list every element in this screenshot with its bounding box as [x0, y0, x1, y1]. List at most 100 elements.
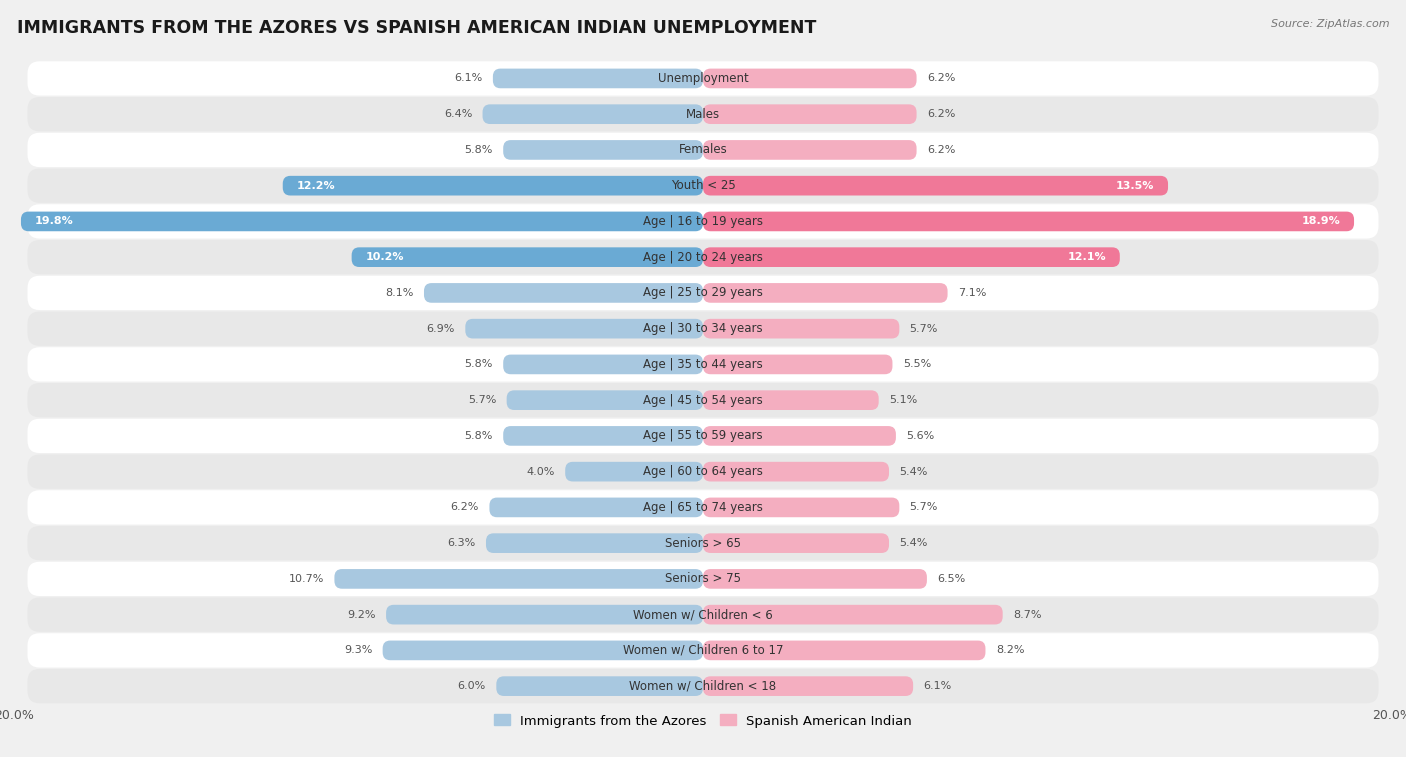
FancyBboxPatch shape	[28, 61, 1378, 95]
Text: Males: Males	[686, 107, 720, 120]
Text: Age | 55 to 59 years: Age | 55 to 59 years	[643, 429, 763, 442]
Legend: Immigrants from the Azores, Spanish American Indian: Immigrants from the Azores, Spanish Amer…	[489, 709, 917, 733]
Text: 9.2%: 9.2%	[347, 609, 375, 620]
FancyBboxPatch shape	[703, 283, 948, 303]
Text: 6.2%: 6.2%	[927, 73, 955, 83]
Text: IMMIGRANTS FROM THE AZORES VS SPANISH AMERICAN INDIAN UNEMPLOYMENT: IMMIGRANTS FROM THE AZORES VS SPANISH AM…	[17, 19, 817, 37]
Text: 5.8%: 5.8%	[464, 431, 494, 441]
Text: Women w/ Children < 18: Women w/ Children < 18	[630, 680, 776, 693]
FancyBboxPatch shape	[703, 640, 986, 660]
FancyBboxPatch shape	[28, 562, 1378, 596]
FancyBboxPatch shape	[28, 169, 1378, 203]
FancyBboxPatch shape	[28, 383, 1378, 417]
Text: 5.4%: 5.4%	[900, 538, 928, 548]
FancyBboxPatch shape	[703, 69, 917, 89]
Text: Source: ZipAtlas.com: Source: ZipAtlas.com	[1271, 19, 1389, 29]
Text: 5.1%: 5.1%	[889, 395, 917, 405]
FancyBboxPatch shape	[494, 69, 703, 89]
FancyBboxPatch shape	[703, 140, 917, 160]
FancyBboxPatch shape	[28, 491, 1378, 525]
FancyBboxPatch shape	[503, 354, 703, 374]
FancyBboxPatch shape	[703, 497, 900, 517]
FancyBboxPatch shape	[482, 104, 703, 124]
Text: 5.8%: 5.8%	[464, 360, 494, 369]
Text: Age | 45 to 54 years: Age | 45 to 54 years	[643, 394, 763, 407]
Text: 12.2%: 12.2%	[297, 181, 335, 191]
Text: Age | 25 to 29 years: Age | 25 to 29 years	[643, 286, 763, 300]
FancyBboxPatch shape	[703, 391, 879, 410]
FancyBboxPatch shape	[703, 569, 927, 589]
FancyBboxPatch shape	[489, 497, 703, 517]
FancyBboxPatch shape	[703, 605, 1002, 625]
Text: 18.9%: 18.9%	[1302, 217, 1340, 226]
Text: Age | 16 to 19 years: Age | 16 to 19 years	[643, 215, 763, 228]
Text: Age | 65 to 74 years: Age | 65 to 74 years	[643, 501, 763, 514]
Text: Age | 35 to 44 years: Age | 35 to 44 years	[643, 358, 763, 371]
Text: Age | 20 to 24 years: Age | 20 to 24 years	[643, 251, 763, 263]
FancyBboxPatch shape	[28, 454, 1378, 489]
Text: 6.2%: 6.2%	[451, 503, 479, 512]
Text: 6.5%: 6.5%	[938, 574, 966, 584]
FancyBboxPatch shape	[703, 212, 1354, 231]
Text: 5.7%: 5.7%	[910, 503, 938, 512]
FancyBboxPatch shape	[703, 426, 896, 446]
Text: 5.7%: 5.7%	[910, 324, 938, 334]
Text: 8.2%: 8.2%	[995, 646, 1025, 656]
FancyBboxPatch shape	[465, 319, 703, 338]
Text: 6.1%: 6.1%	[924, 681, 952, 691]
FancyBboxPatch shape	[703, 676, 912, 696]
FancyBboxPatch shape	[21, 212, 703, 231]
FancyBboxPatch shape	[283, 176, 703, 195]
FancyBboxPatch shape	[28, 597, 1378, 632]
Text: 5.4%: 5.4%	[900, 466, 928, 477]
FancyBboxPatch shape	[703, 248, 1119, 267]
Text: Age | 60 to 64 years: Age | 60 to 64 years	[643, 465, 763, 478]
Text: 8.7%: 8.7%	[1012, 609, 1042, 620]
FancyBboxPatch shape	[382, 640, 703, 660]
Text: 5.7%: 5.7%	[468, 395, 496, 405]
FancyBboxPatch shape	[703, 319, 900, 338]
FancyBboxPatch shape	[352, 248, 703, 267]
Text: 6.3%: 6.3%	[447, 538, 475, 548]
Text: 5.6%: 5.6%	[907, 431, 935, 441]
Text: Age | 30 to 34 years: Age | 30 to 34 years	[643, 322, 763, 335]
Text: 4.0%: 4.0%	[526, 466, 555, 477]
Text: Seniors > 65: Seniors > 65	[665, 537, 741, 550]
Text: 6.1%: 6.1%	[454, 73, 482, 83]
Text: 10.7%: 10.7%	[288, 574, 323, 584]
Text: 6.9%: 6.9%	[426, 324, 456, 334]
Text: 12.1%: 12.1%	[1067, 252, 1107, 262]
FancyBboxPatch shape	[387, 605, 703, 625]
Text: Females: Females	[679, 143, 727, 157]
FancyBboxPatch shape	[503, 426, 703, 446]
FancyBboxPatch shape	[28, 526, 1378, 560]
Text: 10.2%: 10.2%	[366, 252, 404, 262]
Text: Unemployment: Unemployment	[658, 72, 748, 85]
FancyBboxPatch shape	[703, 354, 893, 374]
Text: Women w/ Children 6 to 17: Women w/ Children 6 to 17	[623, 644, 783, 657]
FancyBboxPatch shape	[503, 140, 703, 160]
FancyBboxPatch shape	[28, 276, 1378, 310]
FancyBboxPatch shape	[28, 347, 1378, 382]
Text: 9.3%: 9.3%	[344, 646, 373, 656]
FancyBboxPatch shape	[28, 312, 1378, 346]
Text: 13.5%: 13.5%	[1116, 181, 1154, 191]
FancyBboxPatch shape	[703, 462, 889, 481]
Text: 6.0%: 6.0%	[458, 681, 486, 691]
FancyBboxPatch shape	[496, 676, 703, 696]
FancyBboxPatch shape	[28, 97, 1378, 131]
Text: 6.2%: 6.2%	[927, 145, 955, 155]
FancyBboxPatch shape	[28, 240, 1378, 274]
Text: 6.2%: 6.2%	[927, 109, 955, 119]
Text: Seniors > 75: Seniors > 75	[665, 572, 741, 585]
Text: 19.8%: 19.8%	[35, 217, 73, 226]
Text: Youth < 25: Youth < 25	[671, 179, 735, 192]
FancyBboxPatch shape	[28, 633, 1378, 668]
Text: Women w/ Children < 6: Women w/ Children < 6	[633, 608, 773, 621]
FancyBboxPatch shape	[425, 283, 703, 303]
FancyBboxPatch shape	[28, 132, 1378, 167]
Text: 7.1%: 7.1%	[957, 288, 986, 298]
FancyBboxPatch shape	[565, 462, 703, 481]
FancyBboxPatch shape	[335, 569, 703, 589]
Text: 5.5%: 5.5%	[903, 360, 931, 369]
